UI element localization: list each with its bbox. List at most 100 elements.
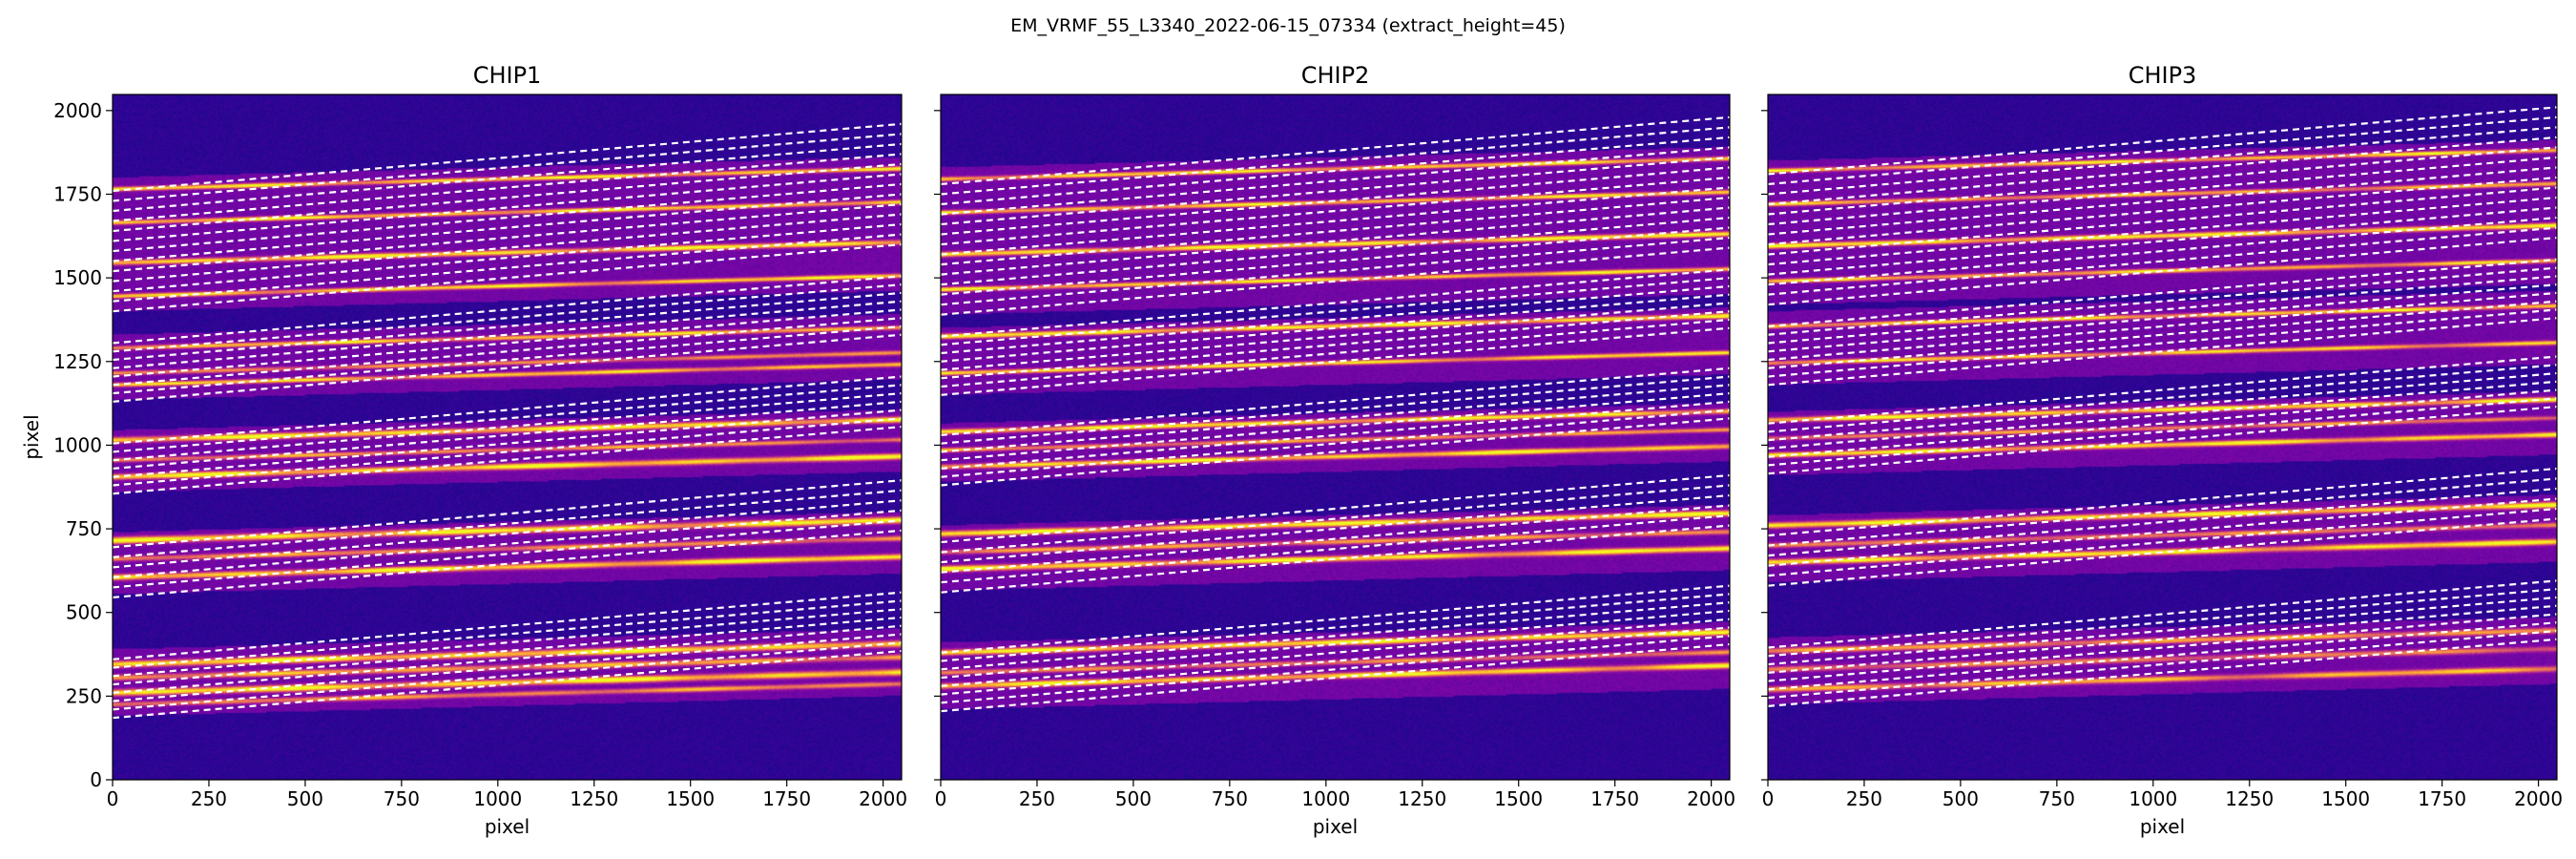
trace-line (1767, 487, 2558, 557)
trace-line (112, 608, 903, 678)
trace-line (940, 584, 1731, 654)
x-axis-label: pixel (485, 815, 530, 838)
panel-title: CHIP2 (1301, 62, 1370, 89)
trace-line (940, 115, 1731, 186)
trace-line (112, 182, 903, 253)
trace-line (940, 504, 1731, 574)
y-tick-label: 750 (66, 517, 102, 540)
trace-line (940, 367, 1731, 436)
trace-line (112, 133, 903, 202)
trace-line (940, 156, 1731, 226)
trace-line (1767, 258, 2558, 328)
trace-line (1767, 364, 2558, 433)
trace-line (1767, 115, 2558, 186)
trace-line (1767, 477, 2558, 547)
panel-title: CHIP3 (2129, 62, 2197, 89)
x-tick-label: 0 (1762, 787, 1775, 810)
x-tick-label: 0 (935, 787, 947, 810)
x-tick-label: 250 (1019, 787, 1055, 810)
trace-line (112, 499, 903, 569)
y-tick-label: 250 (66, 684, 102, 707)
trace-line (1767, 186, 2558, 256)
trace-line (1767, 136, 2558, 206)
trace-line (1767, 126, 2558, 196)
trace-line (940, 609, 1731, 680)
trace-line (112, 173, 903, 242)
trace-line (940, 484, 1731, 554)
x-tick-label: 1000 (2129, 787, 2177, 810)
trace-line (112, 400, 903, 471)
trace-line (1767, 166, 2558, 236)
trace-line (1767, 517, 2558, 587)
trace-line (940, 293, 1731, 363)
trace-line (1767, 266, 2558, 336)
trace-line (1767, 206, 2558, 276)
trace-line (112, 333, 903, 403)
trace-line (112, 300, 903, 369)
axes-frame (1767, 94, 2558, 781)
trace-line (112, 489, 903, 558)
trace-line (940, 601, 1731, 671)
x-tick-label: 750 (2039, 787, 2075, 810)
trace-line (940, 216, 1731, 286)
x-tick-label: 1750 (2418, 787, 2466, 810)
x-tick-label: 250 (191, 787, 227, 810)
trace-line (940, 513, 1731, 584)
x-tick-label: 0 (107, 787, 119, 810)
trace-line (1767, 291, 2558, 362)
trace-line (940, 166, 1731, 236)
trace-line (940, 318, 1731, 388)
trace-line (112, 153, 903, 222)
trace-line (940, 136, 1731, 206)
trace-line (112, 409, 903, 478)
x-tick-label: 1000 (473, 787, 522, 810)
trace-line (940, 176, 1731, 246)
trace-line (112, 417, 903, 487)
trace-line (940, 400, 1731, 471)
trace-line (940, 524, 1731, 594)
x-tick-label: 500 (287, 787, 323, 810)
trace-line (1767, 507, 2558, 577)
trace-line (1767, 604, 2558, 674)
trace-line (940, 384, 1731, 453)
y-tick-label: 1250 (53, 350, 102, 373)
y-tick-label: 1000 (53, 433, 102, 456)
trace-line (112, 275, 903, 345)
trace-line (940, 593, 1731, 662)
y-tick-label: 1750 (53, 182, 102, 205)
trace-line (112, 122, 903, 193)
trace-line (112, 624, 903, 694)
chip-panel-1: 0 250 500 750 1000 1250 1500 1750 2000 0 250 500 750… (20, 62, 907, 838)
x-tick-label: 1250 (1398, 787, 1446, 810)
trace-line (940, 302, 1731, 371)
x-axis-label: pixel (2140, 815, 2185, 838)
trace-line (940, 246, 1731, 316)
trace-line (112, 519, 903, 589)
trace-line (112, 479, 903, 549)
trace-line (112, 591, 903, 660)
trace-line (112, 242, 903, 313)
trace-line (940, 326, 1731, 396)
trace-line (112, 222, 903, 293)
x-tick-label: 2000 (859, 787, 907, 810)
trace-line (112, 142, 903, 213)
figure-suptitle: EM_VRMF_55_L3340_2022-06-15_07334 (extra… (1010, 15, 1566, 36)
trace-line (1767, 216, 2558, 286)
trace-line (1767, 283, 2558, 353)
trace-line (1767, 146, 2558, 216)
trace-line (1767, 275, 2558, 345)
trace-line (112, 391, 903, 462)
trace-line (112, 213, 903, 283)
trace-line (940, 236, 1731, 306)
trace-line (940, 473, 1731, 544)
trace-line (112, 633, 903, 702)
trace-line (112, 193, 903, 262)
trace-line (1767, 196, 2558, 266)
trace-line (1767, 388, 2558, 458)
x-tick-label: 500 (1115, 787, 1152, 810)
trace-line (1767, 467, 2558, 537)
trace-line (1767, 638, 2558, 707)
trace-line (940, 284, 1731, 355)
trace-line (940, 310, 1731, 380)
trace-line (1767, 596, 2558, 666)
